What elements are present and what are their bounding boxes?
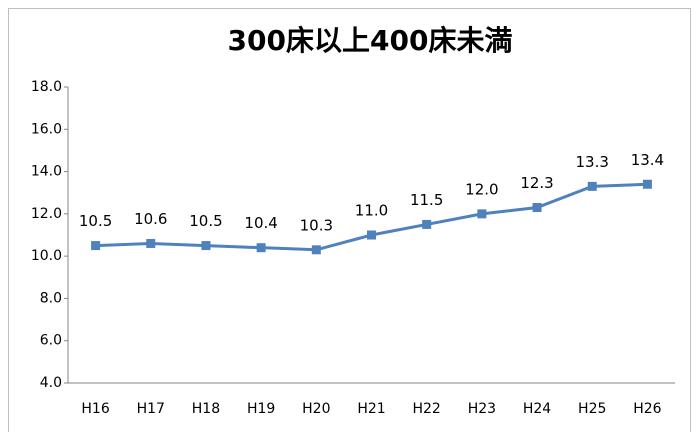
- x-tick-label: H26: [633, 401, 661, 417]
- point-marker: [642, 179, 652, 189]
- x-tick-label: H16: [81, 401, 109, 417]
- chart-frame: [8, 8, 691, 432]
- point-marker: [367, 230, 376, 240]
- chart-title: 300床以上400床未満: [228, 24, 513, 57]
- y-tick-label: 18.0: [31, 79, 62, 95]
- x-tick-label: H22: [413, 401, 441, 417]
- point-marker: [91, 241, 101, 251]
- x-tick-label: H20: [302, 401, 330, 417]
- y-tick-label: 4.0: [40, 375, 62, 391]
- y-tick-label: 14.0: [31, 164, 62, 180]
- x-tick-label: H21: [357, 401, 385, 417]
- point-marker: [422, 219, 432, 229]
- point-marker: [201, 241, 211, 251]
- data-label: 13.3: [576, 153, 609, 171]
- x-tick-label: H18: [192, 401, 220, 417]
- y-tick-label: 6.0: [40, 333, 62, 349]
- point-marker: [532, 203, 542, 213]
- point-marker: [311, 245, 321, 255]
- data-label: 10.5: [79, 212, 112, 230]
- point-marker: [587, 181, 597, 191]
- data-label: 10.5: [189, 212, 222, 230]
- data-label: 13.4: [631, 151, 664, 169]
- y-tick-label: 10.0: [31, 248, 62, 264]
- point-marker: [256, 243, 266, 253]
- x-tick-label: H23: [468, 401, 496, 417]
- point-marker: [477, 209, 487, 219]
- data-label: 11.5: [410, 191, 443, 209]
- data-label: 10.6: [134, 210, 167, 228]
- x-tick-label: H25: [578, 401, 606, 417]
- data-label: 10.3: [300, 216, 333, 234]
- data-label: 12.3: [520, 174, 553, 192]
- data-label: 11.0: [355, 202, 388, 220]
- data-label: 12.0: [465, 180, 498, 198]
- y-tick-label: 16.0: [31, 121, 62, 137]
- x-tick-label: H24: [523, 401, 551, 417]
- point-marker: [146, 238, 156, 248]
- y-tick-label: 8.0: [40, 290, 62, 306]
- x-tick-label: H17: [137, 401, 165, 417]
- data-label: 10.4: [244, 214, 277, 232]
- x-tick-label: H19: [247, 401, 275, 417]
- y-tick-label: 12.0: [31, 206, 62, 222]
